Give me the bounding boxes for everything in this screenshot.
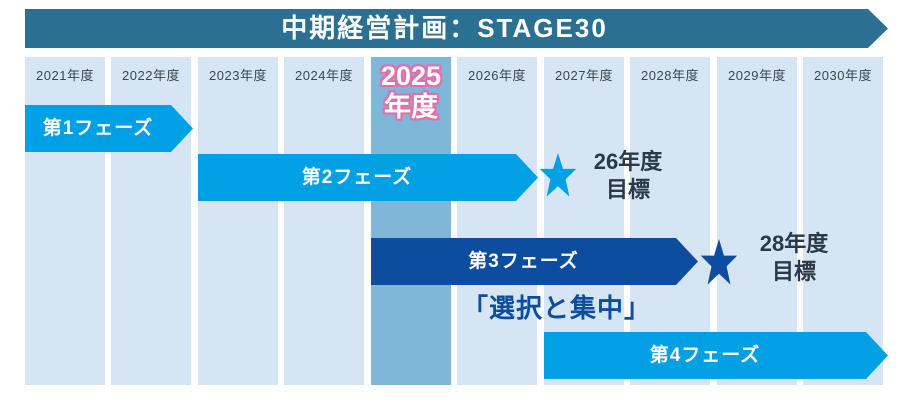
- year-column-2027: 2027年度: [544, 57, 624, 385]
- star-icon: [700, 238, 738, 285]
- plan-title-banner: 中期経営計画：STAGE30: [25, 9, 888, 48]
- year-column-2028: 2028年度: [630, 57, 710, 385]
- year-column-2029: 2029年度: [717, 57, 797, 385]
- year-column-2030: 2030年度: [803, 57, 883, 385]
- year-label: 2022年度: [122, 68, 180, 83]
- year-column-2025-highlighted: 2025 年度: [371, 57, 451, 385]
- phase-4-arrow: 第4フェーズ: [544, 332, 888, 379]
- phase-1-label: 第1フェーズ: [42, 118, 154, 139]
- year-column-2023: 2023年度: [198, 57, 278, 385]
- phase-3-label: 第3フェーズ: [468, 251, 579, 272]
- phase-1-arrow: 第1フェーズ: [25, 105, 193, 152]
- milestone-fy26-goal: 26年度 目標: [593, 149, 663, 202]
- year-label: 2024年度: [295, 68, 353, 83]
- year-column-2024: 2024年度: [284, 57, 364, 385]
- current-year-label: 2025 年度: [380, 61, 442, 122]
- year-label: 2029年度: [728, 68, 786, 83]
- phase-3-note: 「選択と集中」: [462, 293, 652, 323]
- milestone-fy28-goal: 28年度 目標: [759, 231, 829, 284]
- phase-4-label: 第4フェーズ: [649, 345, 761, 366]
- phase-2-label: 第2フェーズ: [301, 167, 413, 188]
- star-icon: [539, 152, 577, 197]
- phase-3-arrow: 第3フェーズ: [371, 238, 698, 285]
- year-label: 2028年度: [641, 68, 699, 83]
- plan-title: 中期経営計画：STAGE30: [281, 13, 608, 43]
- year-column-2026: 2026年度: [457, 57, 537, 385]
- phase-2-arrow: 第2フェーズ: [198, 154, 538, 201]
- year-label: 2027年度: [555, 68, 613, 83]
- year-label: 2030年度: [814, 68, 872, 83]
- year-label: 2021年度: [36, 68, 94, 83]
- year-label: 2026年度: [468, 68, 526, 83]
- year-label: 2023年度: [209, 68, 267, 83]
